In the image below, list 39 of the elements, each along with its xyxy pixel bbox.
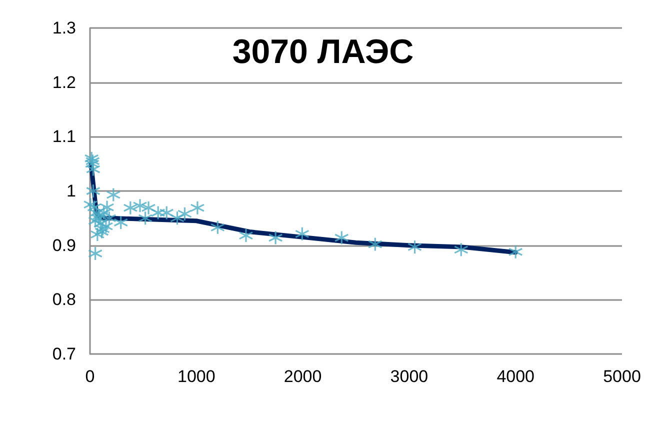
point xyxy=(508,244,523,260)
point xyxy=(210,220,225,235)
y-tick-label: 1.2 xyxy=(52,72,76,92)
x-tick-label: 3000 xyxy=(390,367,428,386)
y-tick-label: 1.1 xyxy=(52,127,76,146)
point xyxy=(138,210,153,226)
y-tick-label: 0.8 xyxy=(52,290,76,310)
point xyxy=(95,222,110,236)
point xyxy=(114,215,128,230)
y-tick-label: 1.3 xyxy=(52,18,76,38)
point xyxy=(238,228,254,243)
x-tick-label: 5000 xyxy=(603,367,641,386)
point xyxy=(190,200,205,216)
point xyxy=(88,246,103,261)
point xyxy=(123,200,138,216)
point xyxy=(368,236,382,252)
chart-title: 3070 ЛАЭС xyxy=(232,33,414,71)
x-tick-label: 4000 xyxy=(496,367,535,386)
y-tick-label: 0.9 xyxy=(52,236,76,255)
point xyxy=(159,205,174,220)
point xyxy=(268,230,283,246)
y-tick-label: 1 xyxy=(66,182,76,200)
point xyxy=(86,184,100,198)
point xyxy=(294,226,310,242)
x-tick-label: 2000 xyxy=(284,367,322,386)
point xyxy=(94,224,110,240)
x-tick-label: 0 xyxy=(85,367,95,386)
point xyxy=(334,230,349,246)
point xyxy=(454,242,468,257)
point xyxy=(100,200,114,215)
point xyxy=(83,197,98,212)
y-tick-label: 0.7 xyxy=(52,344,76,364)
point xyxy=(170,210,185,226)
point xyxy=(106,188,121,202)
point xyxy=(90,227,105,242)
point xyxy=(86,162,100,177)
point xyxy=(177,206,192,222)
point xyxy=(407,240,422,254)
x-tick-label: 1000 xyxy=(177,367,216,386)
